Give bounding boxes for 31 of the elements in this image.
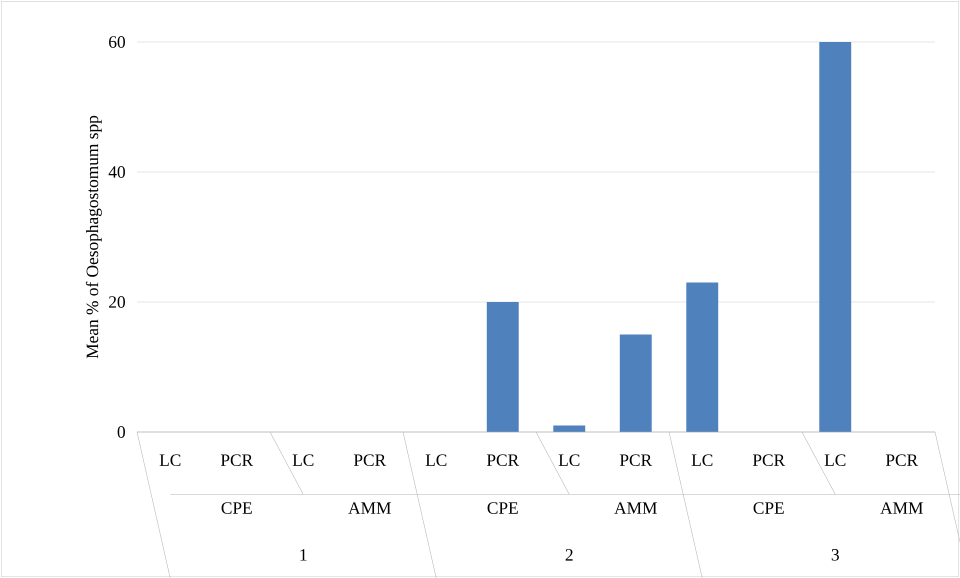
- x-tick-label: PCR: [354, 454, 386, 466]
- x-tick-label: PCR: [620, 454, 652, 466]
- y-tick-label: 60: [109, 36, 125, 48]
- y-tick-label: 0: [118, 426, 125, 438]
- bar: [686, 282, 718, 432]
- y-tick-label: 20: [109, 296, 125, 308]
- text: CPE: [222, 502, 252, 514]
- text: 3: [832, 549, 839, 561]
- text: AMM: [880, 502, 923, 514]
- bar: [620, 334, 652, 432]
- text: CPE: [754, 502, 784, 514]
- x-tick-label: LC: [558, 454, 580, 466]
- text: AMM: [348, 502, 391, 514]
- bar: [819, 42, 852, 432]
- x-tick-label: LC: [426, 454, 446, 466]
- text: CPE: [488, 502, 518, 514]
- x-tick-label: LC: [160, 454, 180, 466]
- x-tick-label: PCR: [486, 454, 520, 466]
- x-tick-label: LC: [824, 454, 846, 466]
- x-tick-label: PCR: [886, 454, 918, 466]
- y-axis-title: Mean % of Oesophagostomum spp: [86, 116, 102, 358]
- x-tick-label: PCR: [752, 454, 786, 466]
- text: AMM: [614, 502, 657, 514]
- x-tick-label: LC: [692, 454, 712, 466]
- x-tick-label: LC: [292, 454, 314, 466]
- text: 1: [300, 549, 307, 561]
- y-tick-label: 40: [108, 166, 125, 178]
- bar: [486, 302, 519, 432]
- x-tick-label: PCR: [220, 454, 254, 466]
- text: 2: [566, 549, 573, 561]
- bar: [553, 425, 586, 432]
